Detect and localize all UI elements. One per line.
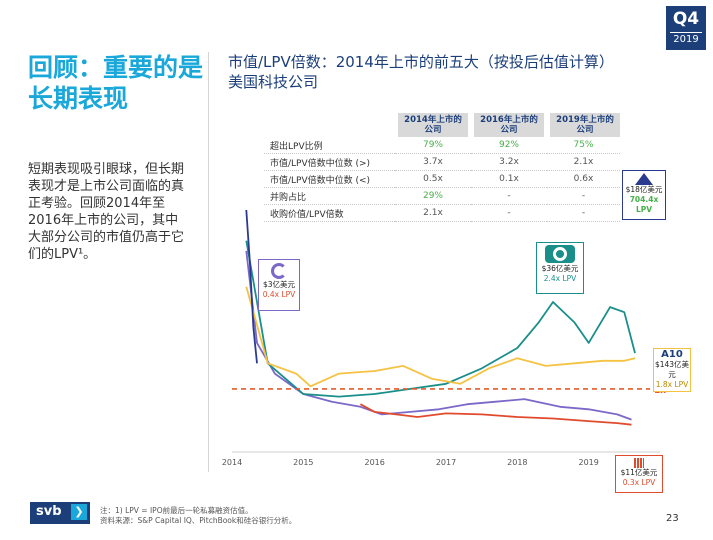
table-header-2014: 2014年上市的公司 <box>392 113 471 137</box>
series-line <box>245 250 632 421</box>
row-label: 收购价值/LPV倍数 <box>264 204 395 222</box>
metrics-table: 2014年上市的公司 2016年上市的公司 2019年上市的公司 超出LPV比例… <box>264 113 620 222</box>
row-label: 超出LPV比例 <box>264 137 395 154</box>
callout-multiple: 704.4x LPV <box>629 195 659 214</box>
table-row: 市值/LPV倍数中位数 (<) 0.5x 0.1x 0.6x <box>264 170 620 188</box>
table-row: 并购占比 29% - - <box>264 187 620 205</box>
row-label: 并购占比 <box>264 187 395 205</box>
callout-value: $18亿美元 <box>625 185 663 194</box>
callout-red: $11亿美元 0.3x LPV <box>615 455 663 493</box>
series-line <box>245 240 636 398</box>
callout-teal: $36亿美元 2.4x LPV <box>536 242 584 294</box>
series-line <box>245 286 636 388</box>
a-triangle-logo-icon <box>635 173 653 185</box>
ring-logo-icon <box>545 245 575 263</box>
svb-logo-text: svb <box>36 504 62 519</box>
callout-value: $3亿美元 <box>262 280 296 289</box>
callout-yellow: A10 $143亿美元 1.8x LPV <box>653 348 691 392</box>
table-cell: 92% <box>471 137 547 154</box>
callout-multiple: 0.3x LPV <box>622 478 656 487</box>
table-header-2019: 2019年上市的公司 <box>544 113 620 137</box>
table-header-blank <box>264 113 395 137</box>
x-tick-label: 2014 <box>222 458 242 467</box>
table-cell: 29% <box>395 187 471 205</box>
table-row: 市值/LPV倍数中位数 (>) 3.7x 3.2x 2.1x <box>264 153 620 171</box>
callout-value: $11亿美元 <box>620 468 658 477</box>
table-cell: 3.2x <box>471 153 547 171</box>
series-line <box>359 403 632 426</box>
table-cell: - <box>547 187 620 205</box>
table-cell: - <box>471 204 547 222</box>
series-line <box>245 209 258 364</box>
quarter-label: Q4 <box>672 9 700 29</box>
svb-logo: svb ❯ <box>30 502 90 524</box>
table-header-2016: 2016年上市的公司 <box>468 113 547 137</box>
table-cell: - <box>471 187 547 205</box>
table-cell: - <box>547 204 620 222</box>
a10-logo-icon: A10 <box>661 349 683 360</box>
callout-multiple: 1.8x LPV <box>655 380 689 389</box>
row-label: 市值/LPV倍数中位数 (<) <box>264 170 395 188</box>
callout-multiple: 0.4x LPV <box>262 290 296 299</box>
x-tick-label: 2018 <box>507 458 527 467</box>
callout-value: $143亿美元 <box>654 360 690 379</box>
table-cell: 75% <box>547 137 620 154</box>
chart-title: 市值/LPV倍数：2014年上市的前五大（按投后估值计算）美国科技公司 <box>228 53 607 91</box>
callout-navy: $18亿美元 704.4x LPV <box>622 170 666 220</box>
x-tick-label: 2015 <box>293 458 313 467</box>
year-label: 2019 <box>670 32 702 47</box>
table-row: 收购价值/LPV倍数 2.1x - - <box>264 204 620 222</box>
chevron-right-icon: ❯ <box>71 504 87 520</box>
grid-logo-icon <box>634 458 644 468</box>
table-cell: 0.6x <box>547 170 620 188</box>
x-tick-label: 2017 <box>436 458 456 467</box>
table-row: 超出LPV比例 79% 92% 75% <box>264 137 620 154</box>
table-cell: 79% <box>395 137 471 154</box>
callout-value: $36亿美元 <box>541 264 579 273</box>
footnote-source: 资料来源：S&P Capital IQ、PitchBook和硅谷银行分析。 <box>100 516 297 525</box>
footnote-definition: 注：1) LPV = IPO前最后一轮私募融资估值。 <box>100 506 253 515</box>
page-number: 23 <box>666 513 679 524</box>
table-cell: 2.1x <box>395 204 471 222</box>
table-cell: 0.5x <box>395 170 471 188</box>
c-logo-icon <box>271 263 287 279</box>
table-cell: 2.1x <box>547 153 620 171</box>
quarter-badge: Q4 2019 <box>666 6 706 50</box>
table-cell: 3.7x <box>395 153 471 171</box>
section-title: 回顾：重要的是长期表现 <box>28 53 204 113</box>
table-cell: 0.1x <box>471 170 547 188</box>
callout-multiple: 2.4x LPV <box>543 274 577 283</box>
x-tick-label: 2016 <box>364 458 384 467</box>
section-body-text: 短期表现吸引眼球，但长期表现才是上市公司面临的真正考验。回顾2014年至2016… <box>28 162 185 262</box>
vertical-divider <box>208 52 209 472</box>
footnote: 注：1) LPV = IPO前最后一轮私募融资估值。 资料来源：S&P Capi… <box>100 506 296 526</box>
callout-purple: $3亿美元 0.4x LPV <box>258 259 300 311</box>
table-header-row: 2014年上市的公司 2016年上市的公司 2019年上市的公司 <box>264 113 620 137</box>
row-label: 市值/LPV倍数中位数 (>) <box>264 153 395 171</box>
x-tick-label: 2019 <box>578 458 598 467</box>
